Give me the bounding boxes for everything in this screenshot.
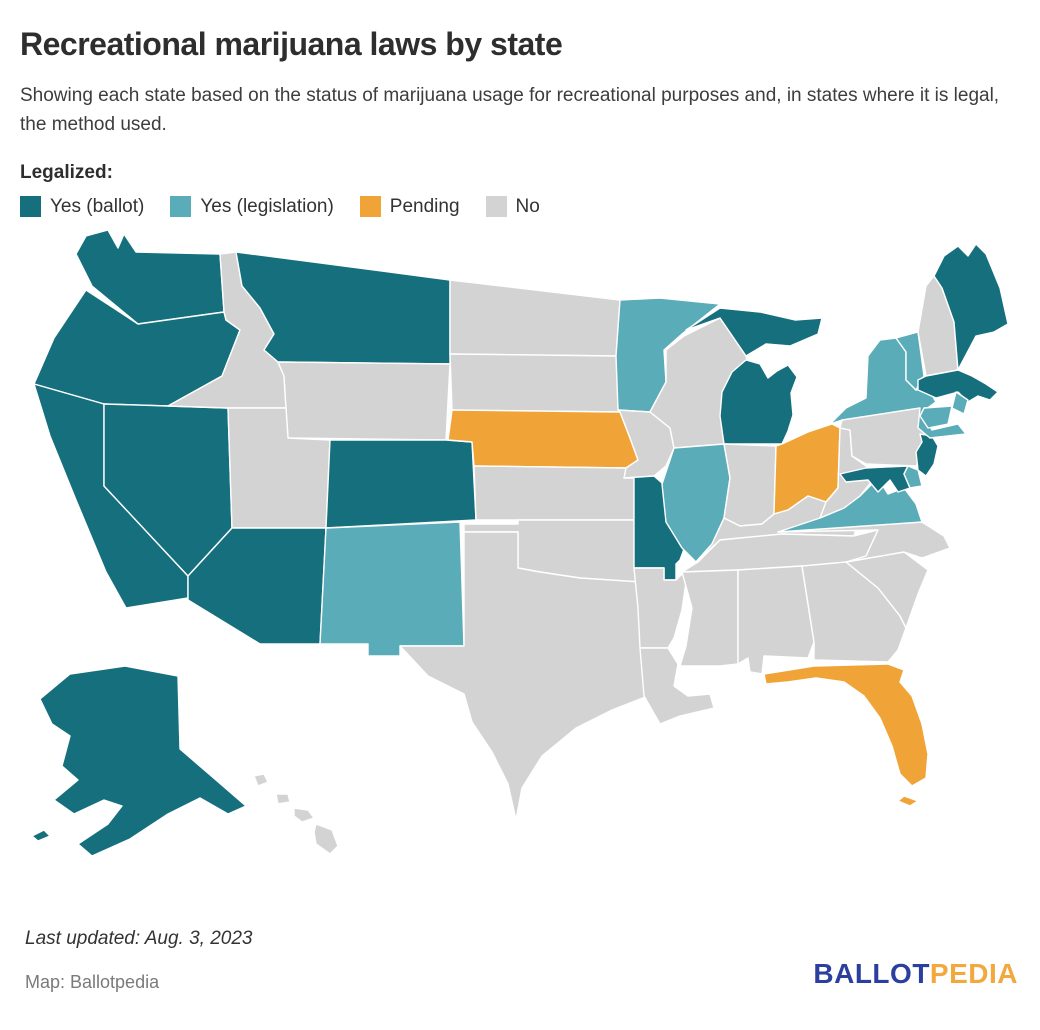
legend-swatch-yes-ballot <box>20 196 41 218</box>
state-FL[interactable]: Florida <box>763 663 929 807</box>
state-NM[interactable]: New Mexico <box>319 521 465 657</box>
legend-swatch-pending <box>359 196 381 218</box>
state-LA[interactable]: Louisiana <box>639 647 715 725</box>
infographic-card: Recreational marijuana laws by state Sho… <box>20 26 1020 857</box>
state-KS[interactable]: Kansas <box>473 465 641 521</box>
state-NE[interactable]: Nebraska <box>447 409 639 469</box>
legend-label-yes-ballot: Yes (ballot) <box>50 195 145 217</box>
state-MS[interactable]: Mississippi <box>679 569 739 667</box>
legend-item-yes-ballot: Yes (ballot) <box>20 196 144 218</box>
state-MD[interactable]: Maryland <box>839 465 911 493</box>
state-WA[interactable]: Washington <box>75 229 225 325</box>
legend: Yes (ballot) Yes (legislation) Pending N… <box>20 196 1020 218</box>
page-title: Recreational marijuana laws by state <box>20 26 563 62</box>
legend-label-pending: Pending <box>389 195 460 217</box>
state-MT[interactable]: Montana <box>235 251 451 365</box>
state-SD[interactable]: South Dakota <box>449 353 621 413</box>
state-CO[interactable]: Colorado <box>325 439 477 529</box>
state-AL[interactable]: Alabama <box>737 565 815 675</box>
state-HI[interactable]: Hawaii <box>253 773 339 855</box>
state-AK[interactable]: Alaska <box>31 665 247 857</box>
state-ME[interactable]: Maine <box>933 243 1009 371</box>
logo-pedia-text: PEDIA <box>929 958 1018 989</box>
state-DE[interactable]: Delaware <box>903 465 923 489</box>
legend-title: Legalized: <box>20 161 113 183</box>
footer: Last updated: Aug. 3, 2023 <box>25 928 252 950</box>
legend-item-no: No <box>485 195 540 218</box>
state-MI[interactable]: Michigan <box>685 307 823 445</box>
logo-ballot-text: BALLOT <box>813 958 930 989</box>
ballotpedia-logo: BALLOTPEDIA <box>813 958 1018 990</box>
state-NJ[interactable]: New Jersey <box>915 433 939 477</box>
state-WY[interactable]: Wyoming <box>277 361 451 441</box>
legend-swatch-no <box>485 196 507 218</box>
state-MA[interactable]: Massachusetts <box>917 369 999 403</box>
last-updated-text: Last updated: Aug. 3, 2023 <box>25 928 253 949</box>
state-AR[interactable]: Arkansas <box>633 567 689 649</box>
state-ND[interactable]: North Dakota <box>449 279 621 357</box>
state-NC[interactable]: North Carolina <box>777 521 951 563</box>
legend-item-pending: Pending <box>359 195 460 218</box>
legend-item-yes-legislation: Yes (legislation) <box>170 195 334 218</box>
map-credit: Map: Ballotpedia <box>25 972 160 992</box>
state-TX[interactable]: Texas <box>399 531 649 821</box>
legend-label-no: No <box>515 195 540 217</box>
state-IN[interactable]: Indiana <box>723 443 777 527</box>
subtitle: Showing each state based on the status o… <box>20 85 1000 136</box>
legend-swatch-yes-legislation <box>170 196 192 218</box>
legend-label-yes-legislation: Yes (legislation) <box>200 195 334 217</box>
us-choropleth-map: Washington Oregon California Nevada Idah… <box>31 229 1009 857</box>
state-MN[interactable]: Minnesota <box>615 297 721 413</box>
state-CT[interactable]: Connecticut <box>919 405 953 429</box>
state-RI[interactable]: Rhode Island <box>951 391 969 415</box>
state-SC[interactable]: South Carolina <box>845 551 929 629</box>
